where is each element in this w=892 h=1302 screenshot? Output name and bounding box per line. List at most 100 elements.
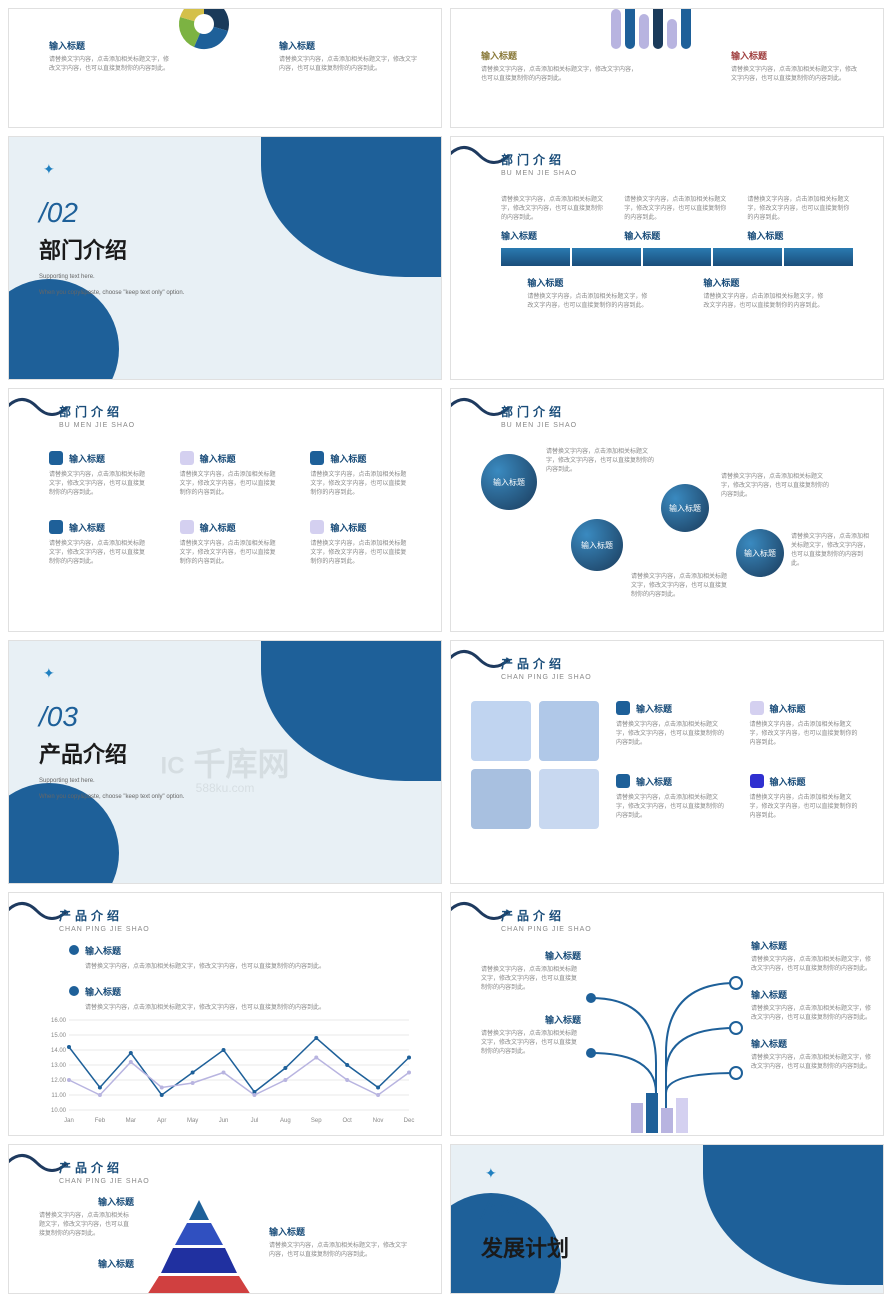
slide-quad: 产品介绍 CHAN PING JIE SHAO 输入标题请替换文字内容，点击添加… (450, 640, 884, 884)
pyr-header-py: CHAN PING JIE SHAO (59, 1178, 150, 1185)
divider-04: ✦ /04 发展计划 (450, 1144, 884, 1294)
pie-left-title: 输入标题 (49, 39, 169, 52)
tree-r-t1: 输入标题 (751, 939, 871, 952)
grid6-b3: 请替换文字内容，点击添加相关标题文字，修改文字内容，也可以直接复制你的内容到此。 (310, 471, 411, 498)
bar-chart (611, 8, 691, 49)
divider-02-sub1: Supporting text here. (39, 273, 184, 281)
bubble-2: 输入标题 (571, 519, 623, 571)
svg-text:Aug: Aug (280, 1118, 291, 1124)
bubble-text-3: 请替换文字内容，点击添加相关标题文字，修改文字内容，也可以直接复制你的内容到此。 (631, 573, 731, 600)
svg-text:10.00: 10.00 (51, 1108, 67, 1114)
pyr-r-t1: 输入标题 (269, 1225, 409, 1238)
svg-text:14.00: 14.00 (51, 1048, 67, 1054)
divider-02: ✦ /02 部门介绍 Supporting text here. When yo… (8, 136, 442, 380)
grid6-item: 输入标题请替换文字内容，点击添加相关标题文字，修改文字内容，也可以直接复制你的内… (310, 518, 411, 567)
tree-l-b2: 请替换文字内容，点击添加相关标题文字，修改文字内容，也可以直接复制你的内容到此。 (481, 1030, 581, 1057)
lc-bul-t1: 输入标题 (85, 946, 121, 956)
divider-02-title: 部门介绍 (39, 233, 184, 265)
pie-left-body: 请替换文字内容，点击添加相关标题文字，修改文字内容，也可以直接复制你的内容到此。 (49, 56, 169, 74)
quad-b4: 请替换文字内容，点击添加相关标题文字，修改文字内容，也可以直接复制你的内容到此。 (750, 794, 864, 821)
svg-text:Jan: Jan (64, 1118, 74, 1124)
slide-pie: 输入标题 请替换文字内容，点击添加相关标题文字，修改文字内容，也可以直接复制你的… (8, 8, 442, 128)
grid6-b5: 请替换文字内容，点击添加相关标题文字，修改文字内容，也可以直接复制你的内容到此。 (180, 540, 281, 567)
watermark-sub: 588ku.com (196, 781, 255, 795)
tree-l-b1: 请替换文字内容，点击添加相关标题文字，修改文字内容，也可以直接复制你的内容到此。 (481, 966, 581, 993)
grid6-item: 输入标题请替换文字内容，点击添加相关标题文字，修改文字内容，也可以直接复制你的内… (180, 518, 281, 567)
grid6-t4: 输入标题 (69, 523, 105, 533)
grid6-item: 输入标题请替换文字内容，点击添加相关标题文字，修改文字内容，也可以直接复制你的内… (180, 449, 281, 498)
sparkle-icon: ✦ (43, 161, 55, 178)
slide-linechart: 产品介绍 CHAN PING JIE SHAO 输入标题请替换文字内容，点击添加… (8, 892, 442, 1136)
svg-text:Oct: Oct (343, 1118, 353, 1124)
sparkle-icon: ✦ (43, 665, 55, 682)
lc-bul-b2: 请替换文字内容，点击添加相关标题文字，修改文字内容，也可以直接复制你的内容到此。 (85, 1004, 325, 1013)
tree-r-b2: 请替换文字内容，点击添加相关标题文字，修改文字内容，也可以直接复制你的内容到此。 (751, 1005, 871, 1023)
sparkle-icon: ✦ (485, 1165, 497, 1182)
bars-left-title: 输入标题 (481, 49, 641, 62)
svg-text:16.00: 16.00 (51, 1018, 67, 1024)
svg-text:Sep: Sep (311, 1118, 322, 1124)
bars-right-body: 请替换文字内容，点击添加相关标题文字，修改文字内容，也可以直接复制你的内容到此。 (731, 66, 861, 84)
bubble-text-4: 请替换文字内容，点击添加相关标题文字，修改文字内容，也可以直接复制你的内容到此。 (791, 533, 871, 569)
grid6-t6: 输入标题 (330, 523, 366, 533)
svg-text:13.00: 13.00 (51, 1063, 67, 1069)
slide-timeline: 部门介绍 BU MEN JIE SHAO 请替换文字内容，点击添加相关标题文字，… (450, 136, 884, 380)
quad-b2: 请替换文字内容，点击添加相关标题文字，修改文字内容，也可以直接复制你的内容到此。 (750, 721, 864, 748)
svg-text:Dec: Dec (404, 1118, 415, 1124)
grid6-item: 输入标题请替换文字内容，点击添加相关标题文字，修改文字内容，也可以直接复制你的内… (310, 449, 411, 498)
tl-top-title-2: 输入标题 (624, 229, 730, 242)
bars-right-title: 输入标题 (731, 49, 861, 62)
tree-l-t2: 输入标题 (481, 1013, 581, 1026)
image-placeholder (471, 701, 531, 761)
divider-04-num: /04 (481, 1195, 569, 1227)
divider-03-title: 产品介绍 (39, 737, 184, 769)
bubble-text-2: 请替换文字内容，点击添加相关标题文字，修改文字内容，也可以直接复制你的内容到此。 (721, 473, 831, 500)
quad-item: 输入标题请替换文字内容，点击添加相关标题文字，修改文字内容，也可以直接复制你的内… (616, 772, 730, 821)
quad-item: 输入标题请替换文字内容，点击添加相关标题文字，修改文字内容，也可以直接复制你的内… (750, 772, 864, 821)
grid6-item: 输入标题请替换文字内容，点击添加相关标题文字，修改文字内容，也可以直接复制你的内… (49, 518, 150, 567)
quad-header-cn: 产品介绍 (501, 655, 592, 672)
tree-l-t1: 输入标题 (481, 949, 581, 962)
quad-t4: 输入标题 (770, 777, 806, 787)
pyr-l-t2: 输入标题 (39, 1257, 134, 1270)
divider-03-sub1: Supporting text here. (39, 777, 184, 785)
line-chart: 16.0015.0014.0013.0012.0011.0010.00 JanF… (39, 1015, 419, 1125)
quad-item: 输入标题请替换文字内容，点击添加相关标题文字，修改文字内容，也可以直接复制你的内… (750, 699, 864, 748)
pyramid-chart (139, 1195, 259, 1294)
divider-03-sub2: When you copy&paste, choose "keep text o… (39, 793, 184, 801)
svg-text:Jun: Jun (219, 1118, 229, 1124)
tree-r-t3: 输入标题 (751, 1037, 871, 1050)
pyr-l-t1: 输入标题 (39, 1195, 134, 1208)
bubble-4: 输入标题 (736, 529, 784, 577)
image-placeholder (471, 769, 531, 829)
svg-text:12.00: 12.00 (51, 1078, 67, 1084)
pyr-header-cn: 产品介绍 (59, 1159, 150, 1176)
svg-text:May: May (187, 1118, 198, 1124)
quad-t1: 输入标题 (636, 704, 672, 714)
grid6-t1: 输入标题 (69, 454, 105, 464)
slide-grid6: 部门介绍 BU MEN JIE SHAO 输入标题请替换文字内容，点击添加相关标… (8, 388, 442, 632)
image-placeholder (539, 701, 599, 761)
image-placeholder (539, 769, 599, 829)
svg-text:15.00: 15.00 (51, 1033, 67, 1039)
grid6-t3: 输入标题 (330, 454, 366, 464)
bars-left-body: 请替换文字内容，点击添加相关标题文字，修改文字内容，也可以直接复制你的内容到此。 (481, 66, 641, 84)
grid6-t2: 输入标题 (200, 454, 236, 464)
timeline-header-cn: 部门介绍 (501, 151, 577, 168)
quad-b3: 请替换文字内容，点击添加相关标题文字，修改文字内容，也可以直接复制你的内容到此。 (616, 794, 730, 821)
grid6-b6: 请替换文字内容，点击添加相关标题文字，修改文字内容，也可以直接复制你的内容到此。 (310, 540, 411, 567)
tree-header-py: CHAN PING JIE SHAO (501, 926, 592, 933)
lc-header-py: CHAN PING JIE SHAO (59, 926, 150, 933)
tl-bot-body-2: 请替换文字内容，点击添加相关标题文字，修改文字内容，也可以直接复制你的内容到此。 (703, 293, 826, 311)
slide-pyramid: 产品介绍 CHAN PING JIE SHAO 输入标题 请替换文字内容，点击添… (8, 1144, 442, 1294)
tree-header-cn: 产品介绍 (501, 907, 592, 924)
lc-bul-t2: 输入标题 (85, 987, 121, 997)
grid6-b1: 请替换文字内容，点击添加相关标题文字，修改文字内容，也可以直接复制你的内容到此。 (49, 471, 150, 498)
grid6-header-cn: 部门介绍 (59, 403, 135, 420)
grid6-item: 输入标题请替换文字内容，点击添加相关标题文字，修改文字内容，也可以直接复制你的内… (49, 449, 150, 498)
grid6-t5: 输入标题 (200, 523, 236, 533)
timeline-header-py: BU MEN JIE SHAO (501, 170, 577, 177)
slide-bars: 输入标题 请替换文字内容，点击添加相关标题文字，修改文字内容，也可以直接复制你的… (450, 8, 884, 128)
pie-right-title: 输入标题 (279, 39, 419, 52)
pyr-r-b1: 请替换文字内容，点击添加相关标题文字，修改文字内容，也可以直接复制你的内容到此。 (269, 1242, 409, 1260)
